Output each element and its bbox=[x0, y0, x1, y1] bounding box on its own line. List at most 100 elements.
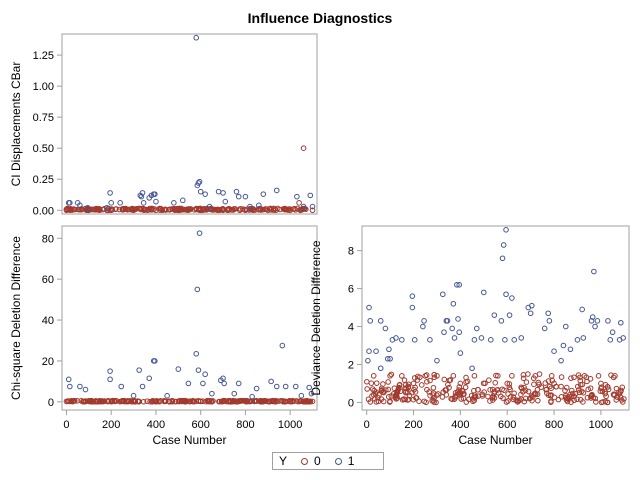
point-series-0 bbox=[189, 398, 196, 405]
point-series-1 bbox=[197, 188, 204, 195]
point-series-0 bbox=[385, 386, 392, 393]
point-series-1 bbox=[455, 316, 461, 322]
point-series-0 bbox=[151, 206, 158, 212]
point-series-1 bbox=[153, 198, 159, 205]
legend-item-0: 0 bbox=[301, 454, 321, 468]
point-series-0 bbox=[543, 387, 549, 393]
point-series-1 bbox=[444, 318, 451, 324]
point-series-1 bbox=[509, 295, 515, 301]
point-series-1 bbox=[152, 358, 158, 364]
point-series-0 bbox=[576, 387, 582, 393]
x-axis-label: Case Number bbox=[458, 433, 532, 447]
point-series-1 bbox=[220, 190, 226, 196]
point-series-0 bbox=[492, 380, 499, 386]
point-series-0 bbox=[610, 374, 617, 381]
point-series-0 bbox=[487, 387, 493, 393]
point-series-0 bbox=[457, 391, 464, 397]
point-series-0 bbox=[96, 398, 102, 405]
point-series-0 bbox=[616, 389, 622, 395]
point-series-0 bbox=[246, 398, 253, 405]
point-series-0 bbox=[581, 373, 588, 379]
y-tick-label: 2 bbox=[348, 359, 354, 371]
point-series-0 bbox=[205, 398, 212, 405]
point-series-1 bbox=[298, 392, 305, 399]
point-series-0 bbox=[223, 398, 230, 405]
point-series-1 bbox=[471, 337, 478, 343]
point-series-0 bbox=[564, 395, 570, 401]
point-series-0 bbox=[371, 396, 378, 402]
point-series-0 bbox=[558, 374, 565, 380]
point-series-0 bbox=[195, 398, 202, 404]
point-series-1 bbox=[411, 337, 418, 343]
point-series-0 bbox=[70, 206, 77, 213]
point-series-0 bbox=[175, 398, 182, 405]
point-series-0 bbox=[521, 398, 528, 405]
point-series-1 bbox=[273, 187, 280, 194]
point-series-0 bbox=[593, 399, 599, 405]
point-series-0 bbox=[113, 206, 119, 212]
point-series-0 bbox=[122, 206, 129, 212]
x-tick-label: 800 bbox=[236, 419, 254, 431]
point-series-0 bbox=[390, 391, 397, 397]
point-series-0 bbox=[235, 398, 242, 404]
point-series-0 bbox=[531, 381, 537, 388]
point-series-0 bbox=[551, 380, 557, 387]
point-series-0 bbox=[108, 207, 115, 214]
point-series-0 bbox=[411, 386, 417, 393]
point-series-0 bbox=[587, 385, 594, 391]
point-series-1 bbox=[500, 242, 507, 248]
point-series-0 bbox=[410, 380, 417, 387]
y-tick-label: 6 bbox=[348, 284, 354, 296]
legend-label-0: 0 bbox=[314, 454, 321, 468]
point-series-0 bbox=[130, 398, 137, 405]
point-series-0 bbox=[584, 394, 591, 401]
point-series-1 bbox=[242, 193, 249, 200]
point-series-1 bbox=[67, 383, 73, 390]
point-series-0 bbox=[220, 398, 226, 405]
x-axis-label: Case Number bbox=[152, 433, 226, 447]
point-series-0 bbox=[399, 373, 405, 379]
chart-title: Influence Diagnostics bbox=[247, 10, 393, 26]
point-series-1 bbox=[421, 318, 427, 324]
point-series-0 bbox=[515, 398, 521, 404]
point-series-0 bbox=[480, 380, 487, 387]
point-series-0 bbox=[509, 373, 515, 379]
point-series-0 bbox=[364, 378, 370, 385]
y-tick-label: 0.75 bbox=[33, 112, 54, 124]
point-series-0 bbox=[479, 391, 486, 398]
point-series-0 bbox=[369, 386, 376, 392]
point-series-1 bbox=[195, 180, 202, 186]
point-series-1 bbox=[130, 392, 137, 399]
plot-frame-bottom-left bbox=[61, 225, 318, 411]
point-series-0 bbox=[406, 392, 413, 399]
point-series-0 bbox=[462, 384, 469, 391]
point-series-0 bbox=[175, 207, 182, 214]
point-series-0 bbox=[67, 207, 73, 214]
point-series-1 bbox=[253, 385, 260, 392]
point-series-0 bbox=[567, 391, 573, 398]
point-series-1 bbox=[202, 191, 208, 197]
point-series-1 bbox=[456, 329, 462, 336]
point-series-0 bbox=[283, 398, 290, 405]
point-series-0 bbox=[544, 390, 550, 396]
point-series-0 bbox=[95, 206, 102, 213]
point-series-0 bbox=[456, 384, 463, 390]
point-series-0 bbox=[558, 383, 564, 390]
point-series-1 bbox=[478, 335, 485, 341]
point-series-0 bbox=[468, 392, 475, 399]
y-tick-label: 60 bbox=[42, 274, 54, 286]
point-series-0 bbox=[242, 398, 249, 405]
point-series-1 bbox=[499, 255, 506, 262]
point-series-0 bbox=[247, 205, 253, 212]
point-series-1 bbox=[480, 289, 487, 296]
x-tick-label: 600 bbox=[498, 419, 516, 431]
point-series-0 bbox=[396, 384, 402, 391]
point-series-1 bbox=[456, 282, 462, 288]
point-series-1 bbox=[307, 192, 314, 199]
point-series-1 bbox=[558, 357, 564, 364]
point-series-1 bbox=[409, 304, 416, 311]
point-series-1 bbox=[138, 193, 145, 200]
point-series-0 bbox=[457, 380, 464, 387]
point-series-0 bbox=[424, 378, 430, 385]
point-series-1 bbox=[220, 375, 226, 382]
